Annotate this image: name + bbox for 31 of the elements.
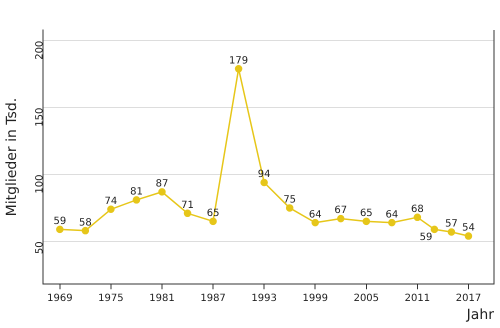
data-label: 67 [334, 205, 348, 216]
data-label: 65 [360, 208, 373, 219]
x-tick-label: 1975 [98, 292, 124, 304]
x-tick-label: 1981 [149, 292, 175, 304]
data-label: 64 [385, 209, 398, 220]
data-label: 87 [156, 178, 168, 190]
data-label: 68 [411, 204, 424, 215]
y-tick-label: 100 [34, 174, 46, 194]
y-axis-title: Mitglieder in Tsd. [4, 98, 20, 216]
data-label: 179 [229, 55, 248, 66]
data-label: 54 [462, 222, 475, 234]
data-label: 75 [283, 194, 296, 206]
data-label: 59 [420, 232, 432, 243]
data-label: 59 [53, 216, 66, 227]
data-label: 58 [79, 217, 92, 228]
y-tick-label: 150 [34, 108, 46, 127]
x-tick-label: 1987 [200, 292, 226, 304]
data-label: 57 [445, 218, 458, 230]
x-tick-label: 2005 [354, 292, 380, 304]
x-axis-title: Jahr [466, 307, 494, 324]
data-label: 71 [181, 200, 194, 211]
data-label: 81 [130, 186, 143, 198]
y-tick-label: 50 [34, 241, 46, 254]
x-tick-label: 1969 [47, 292, 73, 304]
x-tick-label: 2017 [456, 292, 482, 304]
x-tick-label: 2011 [404, 292, 430, 304]
y-tick-label: 200 [34, 40, 46, 60]
x-tick-label: 1999 [302, 292, 328, 304]
data-label: 74 [104, 196, 118, 207]
x-tick-label: 1993 [251, 292, 277, 304]
data-label: 64 [308, 209, 322, 220]
